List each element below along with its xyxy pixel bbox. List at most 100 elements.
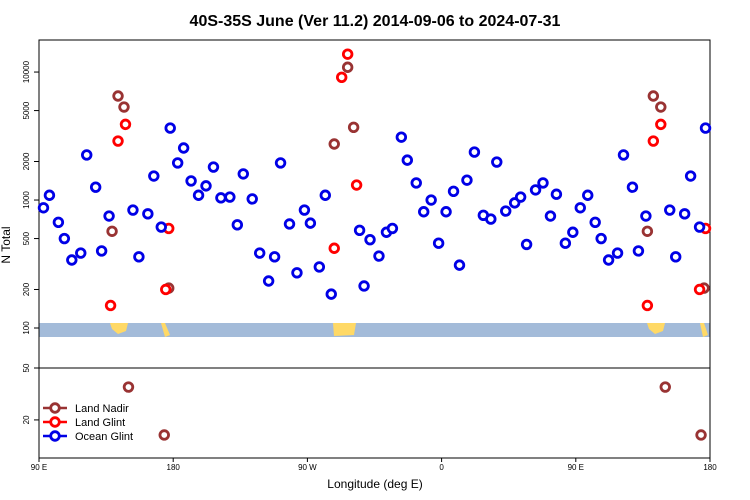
y-tick-label: 5000 xyxy=(22,101,31,119)
marker xyxy=(319,189,331,201)
marker xyxy=(58,232,71,245)
marker xyxy=(215,192,227,204)
marker xyxy=(410,177,422,189)
land-shape xyxy=(333,323,356,336)
marker xyxy=(66,254,78,266)
marker xyxy=(559,237,572,249)
map-band xyxy=(39,323,710,337)
marker xyxy=(200,180,212,192)
marker xyxy=(617,149,630,161)
y-tick-label: 20 xyxy=(22,415,31,424)
marker xyxy=(664,204,676,216)
marker xyxy=(589,216,601,228)
marker xyxy=(164,122,176,134)
legend-marker xyxy=(49,402,61,414)
marker xyxy=(699,122,712,134)
marker xyxy=(537,177,549,189)
marker xyxy=(440,206,452,218)
y-tick-label: 50 xyxy=(22,363,31,372)
marker xyxy=(684,170,697,182)
legend-label: Land Nadir xyxy=(75,403,129,415)
marker xyxy=(341,48,354,60)
marker xyxy=(500,205,512,217)
marker xyxy=(171,157,184,169)
marker xyxy=(678,208,691,220)
marker xyxy=(89,181,102,193)
marker xyxy=(425,194,437,206)
marker xyxy=(447,185,460,198)
marker xyxy=(485,213,497,225)
marker xyxy=(695,429,707,441)
marker xyxy=(582,189,594,201)
marker xyxy=(177,142,190,154)
marker xyxy=(670,251,682,263)
marker xyxy=(353,224,366,237)
marker xyxy=(133,251,145,263)
x-tick-label: 0 xyxy=(439,463,444,472)
marker xyxy=(520,238,533,251)
marker xyxy=(43,189,56,201)
y-axis-label: N Total xyxy=(0,226,13,263)
marker xyxy=(103,210,115,222)
marker xyxy=(341,61,354,73)
marker xyxy=(641,299,654,312)
marker xyxy=(632,245,645,257)
marker xyxy=(224,191,236,203)
land-shapes xyxy=(110,323,708,337)
x-tick-label: 90 W xyxy=(298,463,317,472)
marker xyxy=(335,71,348,83)
marker xyxy=(655,101,667,113)
marker xyxy=(418,206,430,218)
marker xyxy=(655,118,667,131)
marker xyxy=(325,288,337,300)
marker xyxy=(122,381,135,393)
land-shape xyxy=(700,323,708,337)
marker xyxy=(304,217,317,229)
marker xyxy=(461,174,473,186)
legend-label: Land Glint xyxy=(75,417,125,429)
marker xyxy=(328,242,340,254)
marker xyxy=(647,90,660,102)
marker xyxy=(358,280,370,292)
marker xyxy=(364,233,376,246)
marker xyxy=(237,168,249,180)
marker xyxy=(37,202,50,214)
marker xyxy=(529,184,542,196)
land-shape xyxy=(161,323,170,337)
marker xyxy=(253,247,266,259)
marker xyxy=(298,204,311,216)
marker xyxy=(641,225,654,237)
marker xyxy=(595,232,607,245)
marker xyxy=(119,118,132,131)
marker xyxy=(142,208,154,220)
marker xyxy=(160,283,172,296)
legend-marker xyxy=(49,416,61,428)
land-shape xyxy=(647,323,665,334)
marker xyxy=(231,219,244,231)
marker xyxy=(127,204,139,216)
marker xyxy=(347,121,360,134)
legend-marker xyxy=(49,430,61,442)
marker xyxy=(386,222,399,235)
land-shape xyxy=(110,323,128,334)
y-tick-label: 1000 xyxy=(22,191,31,209)
marker xyxy=(491,156,503,168)
marker xyxy=(112,135,124,147)
marker xyxy=(659,381,671,393)
marker xyxy=(574,202,586,214)
marker xyxy=(544,210,557,222)
marker xyxy=(291,267,303,279)
marker xyxy=(185,175,197,187)
x-tick-label: 180 xyxy=(167,463,181,472)
marker xyxy=(350,179,363,191)
y-tick-label: 200 xyxy=(22,282,31,296)
marker xyxy=(514,191,527,203)
marker xyxy=(158,429,170,441)
y-tick-label: 2000 xyxy=(22,152,31,170)
marker xyxy=(453,259,466,271)
x-tick-label: 90 E xyxy=(568,463,584,472)
marker xyxy=(262,275,275,287)
marker xyxy=(95,245,108,257)
x-tick-label: 180 xyxy=(703,463,717,472)
